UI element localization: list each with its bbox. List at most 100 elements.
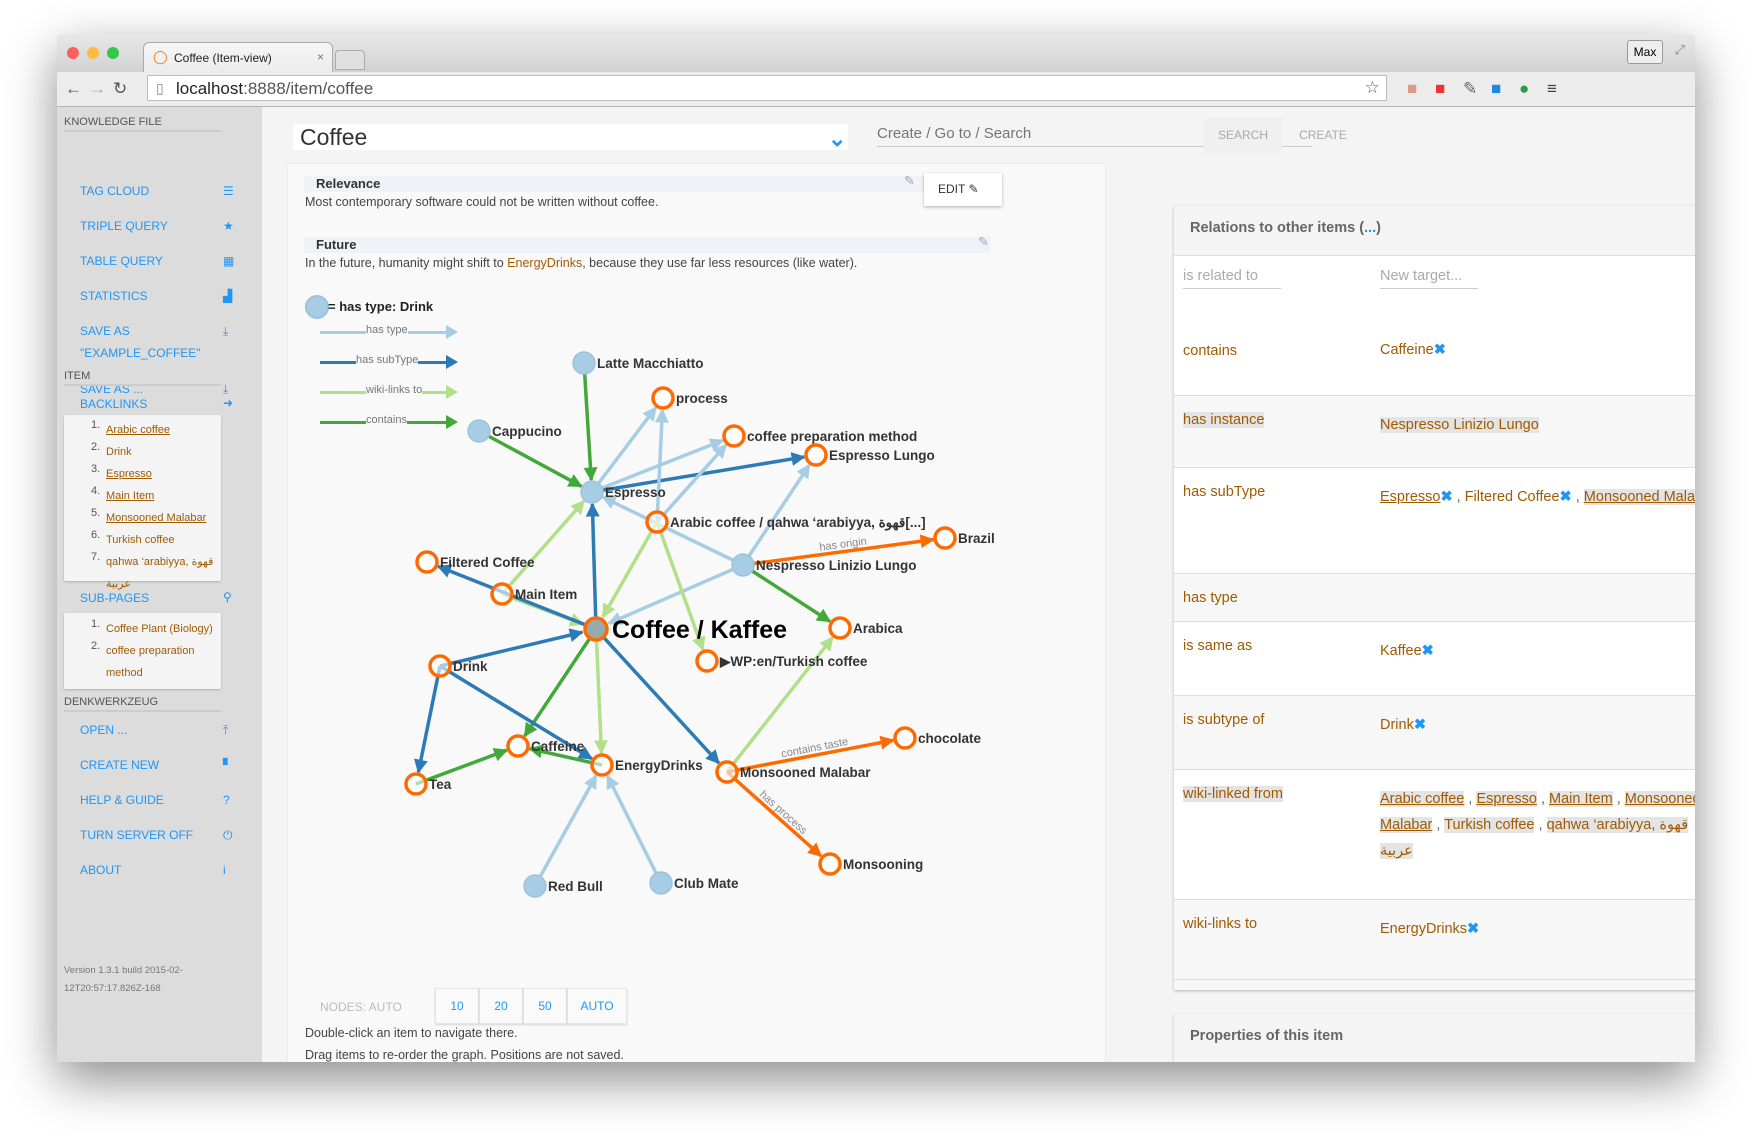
relation-predicate[interactable]: has type [1183, 590, 1238, 606]
bookmark-star-icon[interactable]: ☆ [1364, 78, 1380, 97]
graph-node[interactable]: Coffee / Kaffee [583, 616, 787, 644]
relations-more-link[interactable]: ... [1364, 220, 1377, 236]
nodes-50-button[interactable]: 50 [523, 988, 567, 1024]
graph-node[interactable]: chocolate [893, 726, 982, 750]
relation-target-link[interactable]: Monsooned Malabar [1583, 489, 1695, 505]
graph-node-label[interactable]: coffee preparation method [747, 429, 917, 444]
backlink-link[interactable]: Arabic coffee [106, 424, 171, 436]
extension-icon[interactable]: ■ [1435, 79, 1446, 98]
search-button[interactable]: SEARCH [1204, 117, 1282, 153]
relation-predicate[interactable]: has instance [1183, 412, 1265, 428]
node-circle[interactable] [804, 443, 828, 467]
graph-node[interactable]: Tea [404, 772, 452, 796]
relation-target-link[interactable]: Turkish coffee [1444, 817, 1535, 833]
backlink-link[interactable]: Monsooned Malabar [106, 512, 207, 524]
browser-tab[interactable]: ◯ Coffee (Item-view) × [143, 42, 333, 72]
edit-button[interactable]: EDIT ✎ [924, 173, 1002, 206]
address-bar[interactable]: ▯ localhost:8888/item/coffee ☆ [147, 75, 1387, 101]
predicate-input[interactable]: is related to [1183, 268, 1281, 289]
target-input[interactable]: New target... [1380, 268, 1478, 289]
graph-node[interactable]: Latte Macchiatto [572, 351, 704, 375]
graph-node[interactable]: Monsooning [818, 852, 923, 876]
graph-node[interactable]: Arabica [828, 616, 903, 640]
drink-node-circle[interactable] [572, 351, 596, 375]
graph-node-label[interactable]: Main Item [515, 587, 577, 602]
node-circle[interactable] [404, 772, 428, 796]
graph-node-label[interactable]: Caffeine [531, 739, 585, 754]
graph-node-label[interactable]: EnergyDrinks [615, 758, 703, 773]
node-circle[interactable] [818, 852, 842, 876]
relation-predicate[interactable]: wiki-links to [1183, 916, 1258, 932]
graph-node[interactable]: Red Bull [523, 874, 603, 898]
relation-predicate[interactable]: is subtype of [1183, 712, 1265, 728]
graph-node[interactable]: Caffeine [506, 734, 585, 758]
profile-button[interactable]: Max [1627, 40, 1663, 64]
relation-predicate[interactable]: has subType [1183, 484, 1266, 500]
relation-predicate[interactable]: contains [1183, 343, 1238, 359]
drink-node-circle[interactable] [580, 480, 604, 504]
fullscreen-icon[interactable]: ⤢ [1674, 42, 1685, 57]
backlink-link[interactable]: qahwa ‘arabiyya, قهوة عربية [106, 556, 214, 590]
drink-node-circle[interactable] [523, 874, 547, 898]
graph-node-label[interactable]: Latte Macchiatto [597, 356, 704, 371]
graph-node[interactable]: Brazil [933, 526, 995, 550]
graph-node-label[interactable]: process [676, 391, 728, 406]
graph-node[interactable]: Club Mate [649, 871, 739, 895]
graph-node-label[interactable]: Club Mate [674, 876, 739, 891]
graph-node[interactable]: process [651, 386, 728, 410]
remove-relation-icon[interactable]: ✖ [1433, 342, 1446, 358]
create-button[interactable]: CREATE [1299, 128, 1347, 142]
node-circle[interactable] [428, 654, 452, 678]
graph-node[interactable]: Espresso Lungo [804, 443, 935, 467]
extension-icon[interactable]: ■ [1407, 79, 1418, 98]
remove-relation-icon[interactable]: ✖ [1467, 921, 1480, 937]
node-circle[interactable] [645, 510, 669, 534]
new-tab-button[interactable] [335, 50, 365, 70]
node-circle[interactable] [415, 550, 439, 574]
close-window-button[interactable] [67, 47, 79, 59]
menu-icon[interactable]: ≡ [1547, 79, 1557, 98]
graph-node[interactable]: Filtered Coffee [415, 550, 535, 574]
graph-node-label[interactable]: Cappucino [492, 424, 562, 439]
remove-relation-icon[interactable]: ✖ [1559, 489, 1572, 505]
relation-predicate[interactable]: wiki-linked from [1183, 786, 1283, 802]
sidebar-item-backlinks[interactable]: BACKLINKS [80, 397, 148, 411]
sidebar-item-subpages[interactable]: SUB-PAGES [80, 591, 150, 605]
relation-target-link[interactable]: Main Item [1549, 791, 1613, 807]
node-circle[interactable] [490, 582, 514, 606]
graph-node[interactable]: Main Item [490, 582, 577, 606]
backlink-link[interactable]: Turkish coffee [106, 534, 175, 546]
graph-node[interactable]: Cappucino [467, 419, 562, 443]
remove-relation-icon[interactable]: ✖ [1440, 489, 1453, 505]
nodes-10-button[interactable]: 10 [435, 988, 479, 1024]
subpage-link[interactable]: coffee preparation method [106, 645, 195, 679]
graph-node-label[interactable]: Red Bull [548, 879, 603, 894]
node-circle[interactable] [828, 616, 852, 640]
sidebar-item-about[interactable]: ABOUT [80, 863, 122, 877]
graph-node-label[interactable]: Coffee / Kaffee [612, 616, 787, 644]
graph-node-label[interactable]: Arabic coffee / qahwa ‘arabiyya, قهوة[..… [670, 515, 926, 531]
sidebar-item-triple-query[interactable]: TRIPLE QUERY [80, 219, 168, 233]
relation-target-link[interactable]: Drink [1380, 717, 1414, 733]
graph-node-label[interactable]: Monsooning [843, 857, 923, 872]
graph-node[interactable]: EnergyDrinks [590, 753, 703, 777]
graph-node-label[interactable]: Espresso [605, 485, 666, 500]
node-circle[interactable] [695, 649, 719, 673]
relation-target-link[interactable]: Nespresso Linizio Lungo [1380, 417, 1539, 433]
node-circle[interactable] [715, 760, 739, 784]
backlink-link[interactable]: Drink [106, 446, 132, 458]
item-title-input[interactable]: Coffee ⌄ [293, 124, 848, 151]
node-circle[interactable] [583, 616, 609, 642]
relation-target-link[interactable]: Espresso [1476, 791, 1537, 807]
relation-target-link[interactable]: Filtered Coffee [1464, 489, 1560, 505]
reload-icon[interactable]: ↻ [113, 79, 128, 98]
relation-predicate[interactable]: is same as [1183, 638, 1253, 654]
graph-node-label[interactable]: Monsooned Malabar [740, 765, 871, 780]
forward-icon[interactable]: → [89, 79, 106, 98]
subpage-link[interactable]: Coffee Plant (Biology) [106, 623, 213, 635]
drink-node-circle[interactable] [649, 871, 673, 895]
relation-target-link[interactable]: Arabic coffee [1380, 791, 1465, 807]
relation-target-link[interactable]: Caffeine [1380, 342, 1434, 358]
chevron-down-icon[interactable]: ⌄ [828, 126, 847, 151]
pencil-icon[interactable]: ✎ [904, 173, 915, 188]
